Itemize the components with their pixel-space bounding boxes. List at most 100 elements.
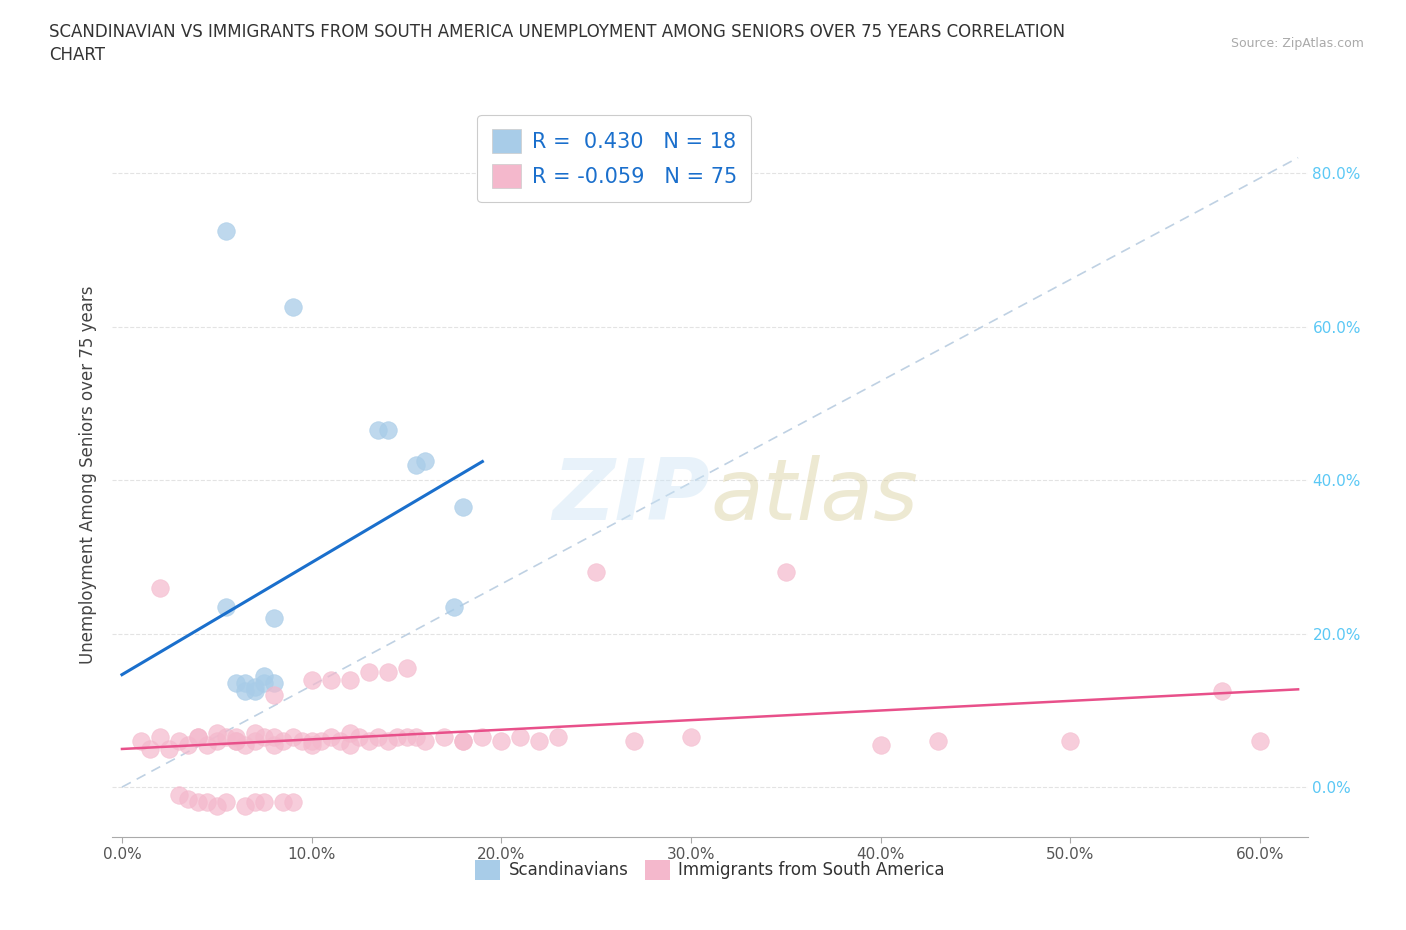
Point xyxy=(139,741,162,756)
Y-axis label: Unemployment Among Seniors over 75 years: Unemployment Among Seniors over 75 years xyxy=(79,286,97,663)
Point xyxy=(215,599,238,614)
Point xyxy=(775,565,797,579)
Point xyxy=(385,730,408,745)
Point xyxy=(339,726,361,741)
Text: SCANDINAVIAN VS IMMIGRANTS FROM SOUTH AMERICA UNEMPLOYMENT AMONG SENIORS OVER 75: SCANDINAVIAN VS IMMIGRANTS FROM SOUTH AM… xyxy=(49,23,1066,41)
Point xyxy=(243,795,266,810)
Point xyxy=(281,730,304,745)
Point xyxy=(319,672,342,687)
Point xyxy=(623,734,645,749)
Point xyxy=(187,730,209,745)
Text: ZIP: ZIP xyxy=(553,455,710,538)
Legend: Scandinavians, Immigrants from South America: Scandinavians, Immigrants from South Ame… xyxy=(468,853,952,886)
Point xyxy=(1059,734,1081,749)
Point xyxy=(377,423,399,438)
Point xyxy=(205,799,228,814)
Point xyxy=(395,730,418,745)
Point xyxy=(187,795,209,810)
Point xyxy=(415,454,437,469)
Point xyxy=(225,734,247,749)
Point xyxy=(233,799,256,814)
Point xyxy=(253,669,276,684)
Point xyxy=(129,734,152,749)
Point xyxy=(547,730,569,745)
Point xyxy=(271,795,294,810)
Point xyxy=(243,726,266,741)
Point xyxy=(453,734,475,749)
Point xyxy=(291,734,314,749)
Point xyxy=(281,299,304,314)
Point xyxy=(177,791,200,806)
Point xyxy=(377,665,399,680)
Point xyxy=(347,730,370,745)
Point xyxy=(243,680,266,695)
Point xyxy=(443,599,465,614)
Point xyxy=(309,734,332,749)
Point xyxy=(1249,734,1271,749)
Point xyxy=(263,676,285,691)
Point xyxy=(453,499,475,514)
Point xyxy=(681,730,703,745)
Point xyxy=(233,684,256,698)
Point xyxy=(377,734,399,749)
Point xyxy=(215,223,238,238)
Point xyxy=(301,672,323,687)
Point xyxy=(339,737,361,752)
Point xyxy=(585,565,607,579)
Point xyxy=(453,734,475,749)
Point xyxy=(195,795,218,810)
Point xyxy=(405,458,427,472)
Point xyxy=(357,665,380,680)
Point xyxy=(215,730,238,745)
Point xyxy=(225,676,247,691)
Point xyxy=(195,737,218,752)
Point xyxy=(415,734,437,749)
Point xyxy=(167,788,190,803)
Point xyxy=(253,676,276,691)
Point xyxy=(149,730,172,745)
Point xyxy=(301,734,323,749)
Point xyxy=(263,687,285,702)
Point xyxy=(367,423,389,438)
Point xyxy=(869,737,891,752)
Point xyxy=(157,741,180,756)
Point xyxy=(281,795,304,810)
Point xyxy=(395,660,418,675)
Point xyxy=(225,734,247,749)
Point xyxy=(233,737,256,752)
Point xyxy=(509,730,531,745)
Point xyxy=(319,730,342,745)
Point xyxy=(205,734,228,749)
Point xyxy=(187,730,209,745)
Point xyxy=(471,730,494,745)
Point xyxy=(357,734,380,749)
Point xyxy=(329,734,352,749)
Point xyxy=(405,730,427,745)
Point xyxy=(529,734,551,749)
Point xyxy=(491,734,513,749)
Text: atlas: atlas xyxy=(710,455,918,538)
Point xyxy=(215,795,238,810)
Point xyxy=(271,734,294,749)
Text: CHART: CHART xyxy=(49,46,105,64)
Point xyxy=(339,672,361,687)
Point xyxy=(253,730,276,745)
Point xyxy=(1211,684,1233,698)
Point xyxy=(243,684,266,698)
Point xyxy=(167,734,190,749)
Point xyxy=(225,730,247,745)
Point xyxy=(433,730,456,745)
Point xyxy=(233,676,256,691)
Text: Source: ZipAtlas.com: Source: ZipAtlas.com xyxy=(1230,37,1364,50)
Point xyxy=(263,730,285,745)
Point xyxy=(927,734,949,749)
Point xyxy=(263,737,285,752)
Point xyxy=(177,737,200,752)
Point xyxy=(253,795,276,810)
Point xyxy=(301,737,323,752)
Point xyxy=(243,734,266,749)
Point xyxy=(205,726,228,741)
Point xyxy=(367,730,389,745)
Point xyxy=(149,580,172,595)
Point xyxy=(263,611,285,626)
